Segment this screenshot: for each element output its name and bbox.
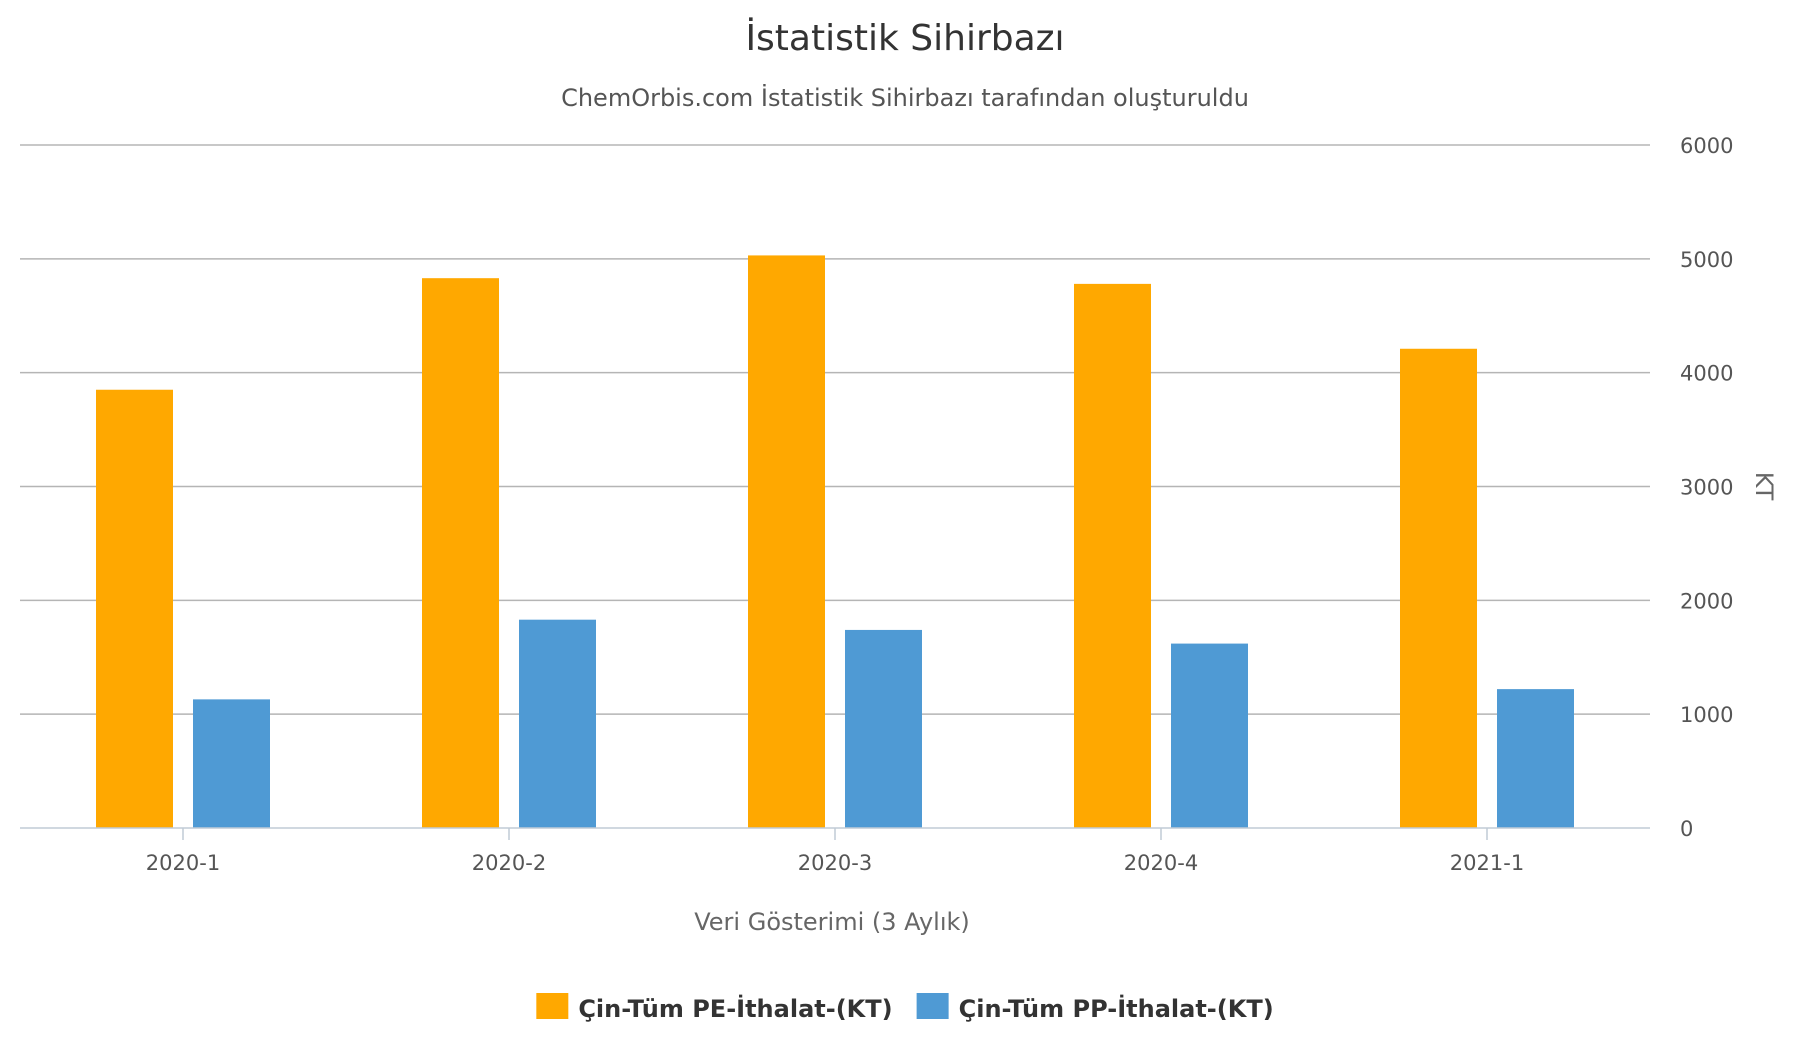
bar[interactable] [1171, 643, 1248, 828]
legend-swatch[interactable] [536, 993, 569, 1019]
axes: 0 1000 2000 3000 4000 5000 6000 2020-1 2020-2 202… [20, 134, 1733, 875]
chart-title: İstatistik Sihirbazı [745, 17, 1064, 59]
x-tick-label: 2021-1 [1450, 851, 1524, 875]
x-axis-title: Veri Gösterimi (3 Aylık) [694, 908, 970, 936]
y-tick-label: 2000 [1680, 589, 1733, 613]
y-tick-label: 0 [1680, 817, 1693, 841]
x-tick-label: 2020-1 [146, 851, 220, 875]
legend-label: Çin-Tüm PP-İthalat-(KT) [959, 994, 1274, 1023]
bar[interactable] [1400, 348, 1477, 828]
y-tick-label: 1000 [1680, 703, 1733, 727]
bar[interactable] [193, 699, 270, 828]
y-tick-label: 5000 [1680, 248, 1733, 272]
y-tick-label: 4000 [1680, 362, 1733, 386]
bar[interactable] [1074, 283, 1151, 828]
y-tick-label: 6000 [1680, 134, 1733, 158]
y-tick-label: 3000 [1680, 476, 1733, 500]
x-tick-label: 2020-3 [798, 851, 872, 875]
bar[interactable] [748, 255, 825, 828]
bar[interactable] [96, 389, 173, 828]
bars [96, 255, 1574, 828]
legend-label: Çin-Tüm PE-İthalat-(KT) [578, 994, 892, 1023]
bar[interactable] [519, 619, 596, 828]
legend: Çin-Tüm PE-İthalat-(KT) Çin-Tüm PP-İthala… [536, 993, 1274, 1023]
bar[interactable] [845, 629, 922, 828]
x-tick-label: 2020-4 [1124, 851, 1198, 875]
x-tick-label: 2020-2 [472, 851, 546, 875]
gridlines [20, 144, 1650, 715]
y-axis-title: KT [1750, 472, 1778, 501]
bar[interactable] [1497, 689, 1574, 828]
chart-subtitle: ChemOrbis.com İstatistik Sihirbazı taraf… [561, 83, 1249, 112]
bar[interactable] [422, 278, 499, 828]
legend-swatch[interactable] [916, 993, 949, 1019]
